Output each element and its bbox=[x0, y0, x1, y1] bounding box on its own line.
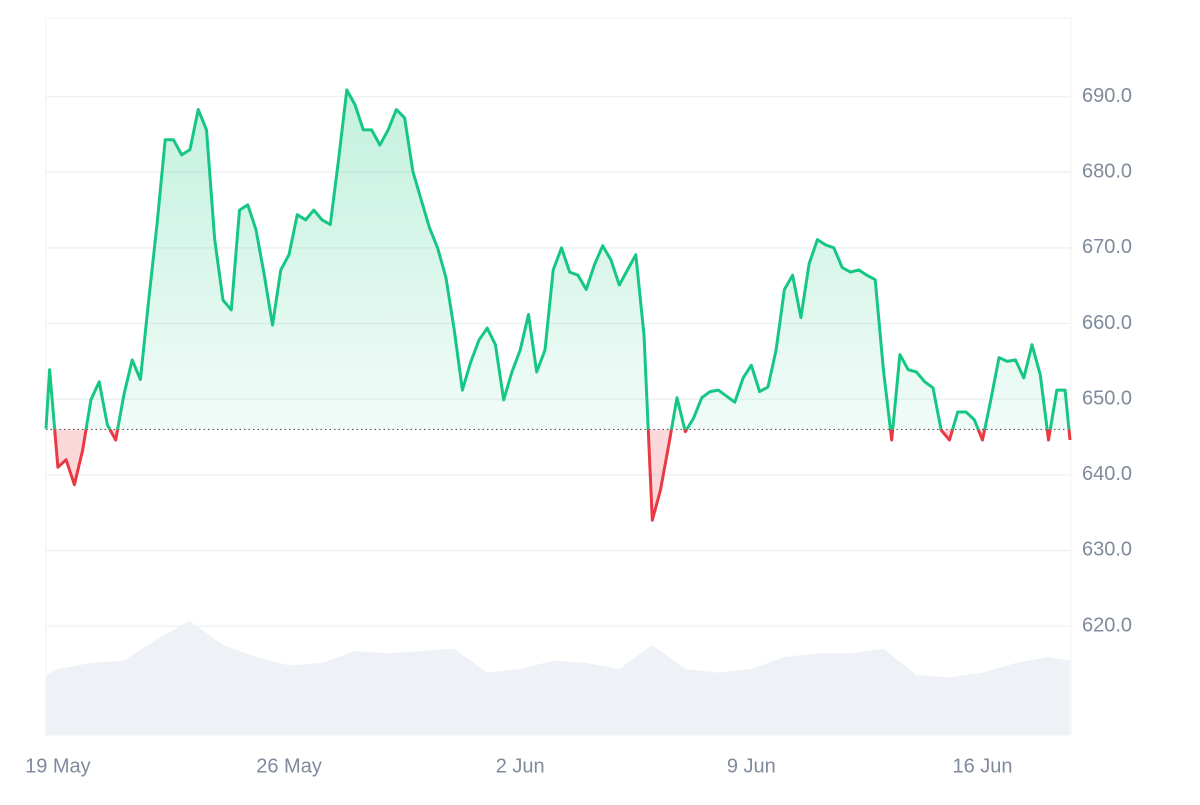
y-tick-label: 690.0 bbox=[1082, 85, 1132, 107]
y-tick-label: 630.0 bbox=[1082, 539, 1132, 561]
y-tick-label: 650.0 bbox=[1082, 387, 1132, 409]
y-tick-label: 640.0 bbox=[1082, 463, 1132, 485]
y-tick-label: 680.0 bbox=[1082, 161, 1132, 183]
volume-area bbox=[46, 621, 1071, 735]
price-line bbox=[44, 88, 1072, 522]
area-fill bbox=[46, 89, 1071, 521]
x-tick-label: 9 Jun bbox=[727, 755, 776, 777]
x-tick-label: 16 Jun bbox=[952, 755, 1012, 777]
y-tick-label: 670.0 bbox=[1082, 236, 1132, 258]
x-tick-label: 19 May bbox=[25, 755, 91, 777]
y-tick-label: 660.0 bbox=[1082, 312, 1132, 334]
y-tick-label: 620.0 bbox=[1082, 614, 1132, 636]
x-tick-label: 26 May bbox=[256, 755, 322, 777]
x-tick-label: 2 Jun bbox=[496, 755, 545, 777]
